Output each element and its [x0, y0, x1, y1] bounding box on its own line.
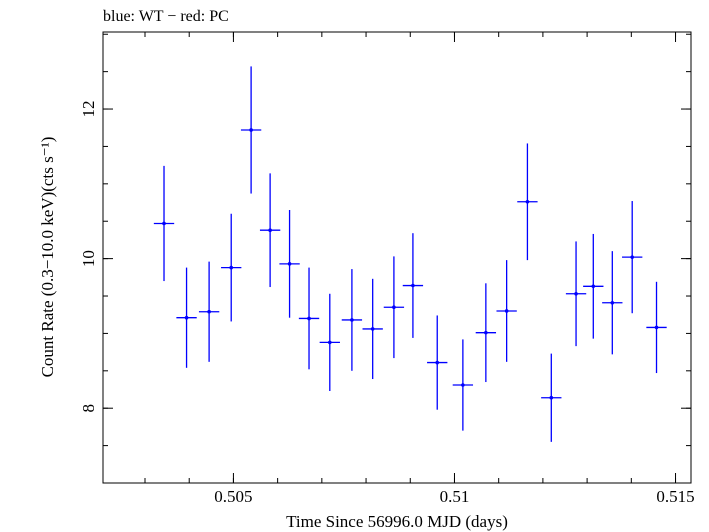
- minor-ticks: [103, 32, 691, 484]
- tick-labels: 0.505 0.51 0.515 8 10 12: [79, 101, 695, 506]
- data-point: [475, 283, 497, 383]
- data-point: [176, 267, 197, 368]
- data-point: [517, 143, 538, 261]
- data-point: [221, 213, 242, 322]
- data-point: [402, 233, 424, 338]
- chart-title: blue: WT − red: PC: [103, 8, 229, 25]
- data-marker: [249, 128, 253, 132]
- data-marker: [549, 395, 554, 400]
- data-marker: [591, 284, 596, 289]
- data-point: [496, 260, 517, 362]
- data-marker: [162, 221, 166, 226]
- data-marker: [504, 309, 509, 313]
- data-point: [427, 315, 448, 410]
- data-marker: [350, 318, 354, 322]
- data-point: [341, 269, 363, 371]
- data-point: [240, 66, 262, 194]
- plot-frame: [102, 31, 692, 484]
- x-tick-label: 0.51: [440, 487, 470, 506]
- y-tick-label: 10: [79, 250, 98, 267]
- data-marker: [435, 360, 440, 365]
- y-tick-label: 8: [79, 404, 98, 413]
- data-marker: [461, 383, 465, 387]
- data-point: [583, 233, 604, 339]
- data-marker: [574, 291, 578, 296]
- data-point: [565, 241, 587, 347]
- data-marker: [525, 199, 530, 204]
- data-point: [383, 256, 405, 359]
- data-point: [319, 293, 340, 392]
- data-marker: [207, 309, 211, 314]
- data-marker: [229, 265, 234, 270]
- data-point: [602, 251, 623, 355]
- major-ticks: [103, 32, 691, 483]
- data-point: [452, 339, 474, 431]
- data-point: [646, 281, 667, 374]
- data-marker: [411, 283, 415, 288]
- data-marker: [370, 327, 375, 331]
- data-marker: [630, 255, 634, 259]
- data-point: [622, 201, 643, 314]
- data-point: [198, 261, 220, 362]
- data-marker: [610, 300, 615, 305]
- data-series: [153, 66, 667, 442]
- data-marker: [184, 315, 189, 320]
- data-marker: [654, 325, 659, 330]
- y-tick-label: 12: [79, 101, 98, 118]
- y-axis-label: Count Rate (0.3−10.0 keV)(cts s⁻¹): [38, 137, 57, 378]
- data-point: [298, 267, 320, 370]
- data-point: [362, 278, 383, 380]
- data-marker: [392, 305, 396, 310]
- data-point: [259, 173, 281, 288]
- data-marker: [307, 316, 311, 321]
- data-marker: [287, 262, 292, 266]
- data-marker: [328, 340, 332, 345]
- data-marker: [268, 228, 272, 233]
- data-point: [279, 210, 300, 318]
- x-tick-label: 0.505: [214, 487, 252, 506]
- x-tick-label: 0.515: [656, 487, 694, 506]
- data-point: [153, 165, 175, 282]
- data-marker: [484, 330, 488, 335]
- x-axis-label: Time Since 56996.0 MJD (days): [286, 512, 508, 531]
- data-point: [541, 353, 562, 442]
